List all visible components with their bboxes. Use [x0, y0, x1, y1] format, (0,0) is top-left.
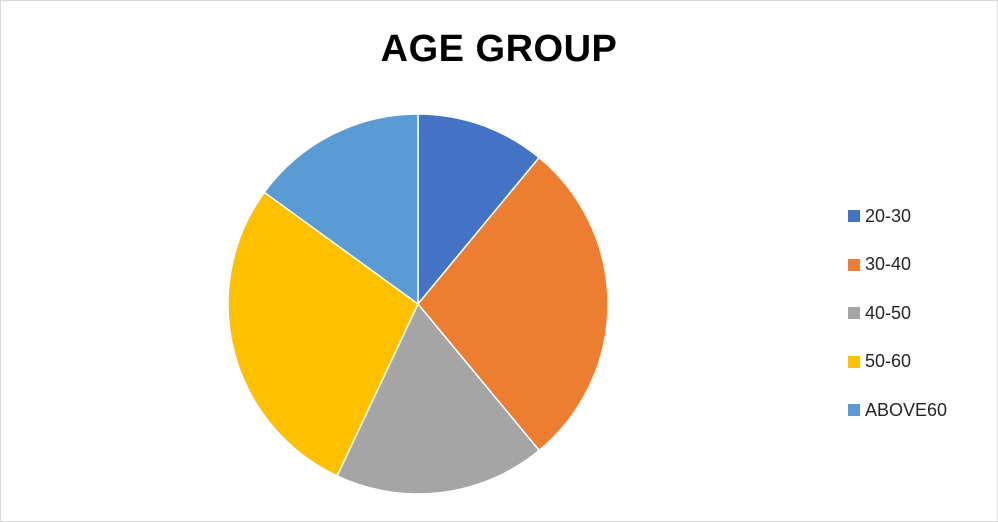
legend-swatch	[848, 307, 860, 320]
pie-slices	[227, 113, 609, 495]
legend-label: 50-60	[865, 351, 912, 372]
legend-item-above60: ABOVE60	[848, 386, 988, 435]
legend: 20-30 30-40 40-50 50-60 ABOVE60	[848, 192, 988, 435]
legend-swatch	[848, 404, 860, 417]
pie-slice-40-50	[336, 303, 540, 495]
legend-item-40-50: 40-50	[848, 289, 988, 338]
legend-label: ABOVE60	[865, 399, 948, 420]
legend-item-30-40: 30-40	[848, 241, 988, 290]
legend-label: 40-50	[865, 302, 912, 323]
pie-slice-above60	[263, 113, 419, 305]
legend-item-20-30: 20-30	[848, 192, 988, 241]
legend-swatch	[848, 355, 860, 368]
legend-label: 30-40	[865, 254, 912, 275]
pie-slice-30-40	[417, 156, 609, 452]
legend-item-50-60: 50-60	[848, 338, 988, 387]
pie-slice-20-30	[417, 113, 540, 305]
chart-title: AGE GROUP	[380, 28, 618, 70]
pie-slice-50-60	[227, 191, 419, 477]
legend-label: 20-30	[865, 205, 912, 226]
legend-swatch	[848, 258, 860, 271]
legend-swatch	[848, 210, 860, 223]
